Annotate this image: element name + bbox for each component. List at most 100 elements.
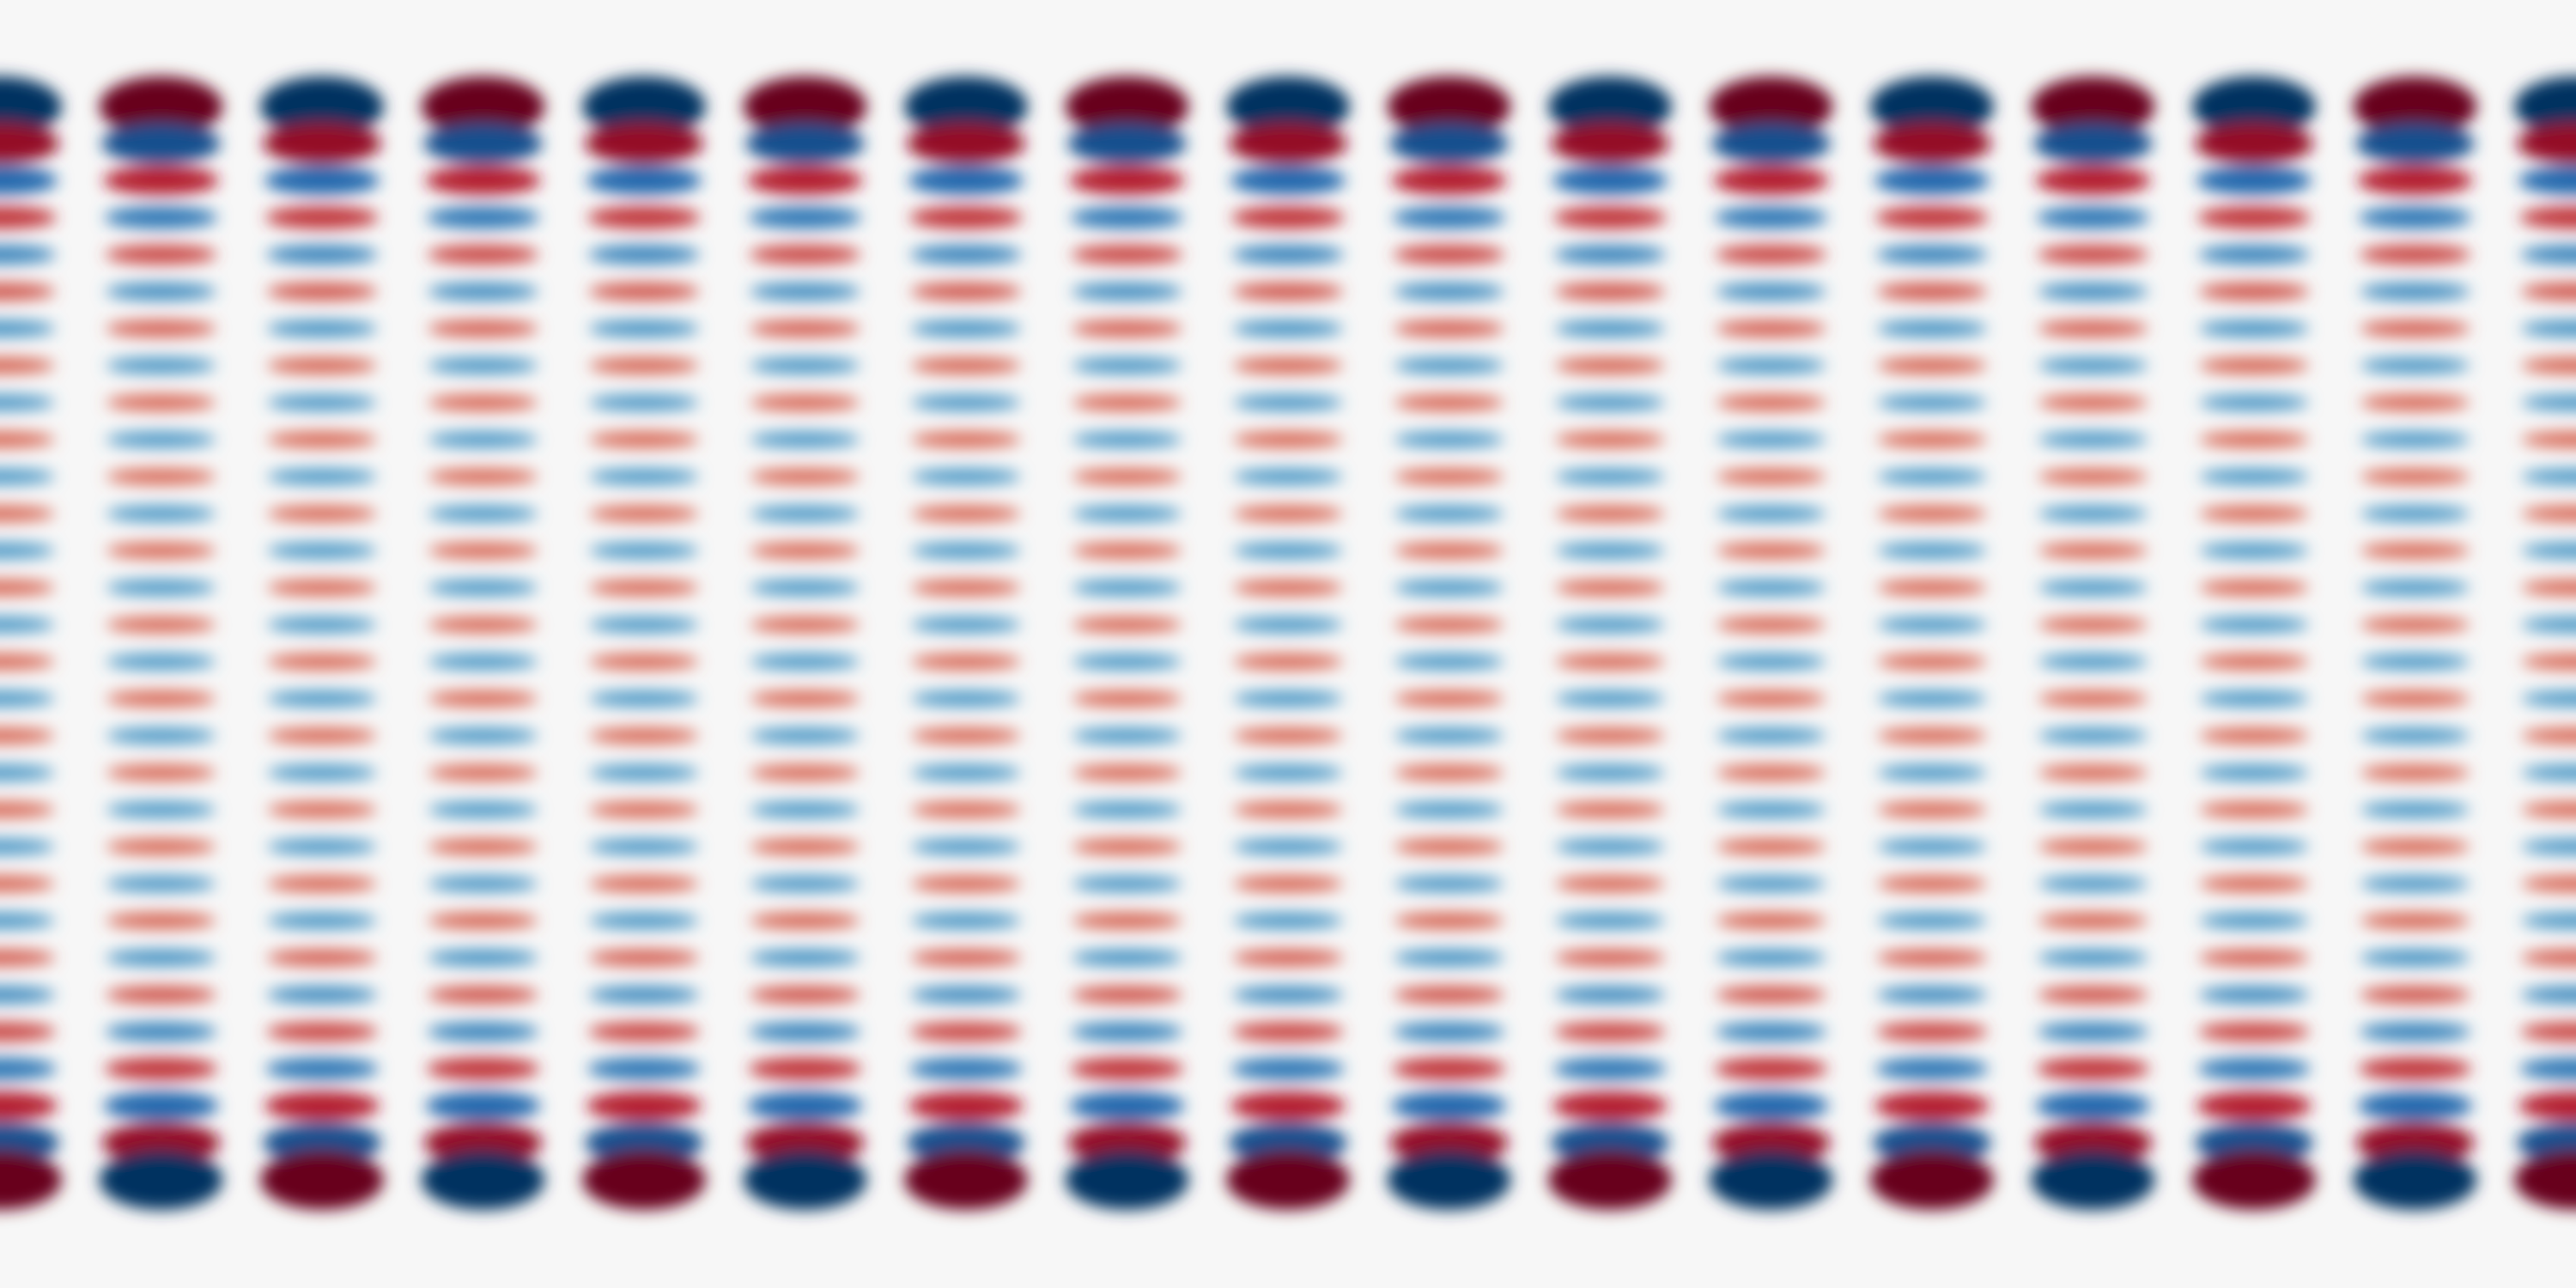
blob xyxy=(1394,876,1504,892)
blob xyxy=(2360,913,2470,929)
blob xyxy=(2199,617,2309,633)
blob xyxy=(2358,206,2472,229)
blob xyxy=(106,320,216,337)
blob xyxy=(2519,206,2576,229)
blob xyxy=(1070,1057,1184,1080)
blob xyxy=(1394,580,1504,596)
blob xyxy=(106,394,216,410)
blob xyxy=(0,123,60,164)
blob xyxy=(1716,357,1826,374)
blob xyxy=(421,1150,545,1210)
blob xyxy=(106,617,216,633)
blob xyxy=(428,617,538,633)
blob xyxy=(909,1022,1023,1042)
blob xyxy=(1394,357,1504,374)
blob xyxy=(2520,950,2576,966)
blob xyxy=(587,1057,701,1080)
blob xyxy=(1713,166,1829,196)
blob xyxy=(2359,245,2471,264)
blob xyxy=(2199,690,2309,707)
blob xyxy=(2360,357,2470,374)
blob xyxy=(267,580,377,596)
blob xyxy=(2036,1057,2150,1080)
blob xyxy=(1555,690,1665,707)
blob xyxy=(1716,913,1826,929)
blob xyxy=(2360,543,2470,559)
blob xyxy=(750,506,860,522)
blob xyxy=(1232,913,1344,929)
blob xyxy=(2357,1091,2473,1121)
blob xyxy=(1876,431,1988,447)
blob xyxy=(1715,986,1827,1004)
blob xyxy=(588,727,700,744)
blob xyxy=(0,1091,58,1121)
blob xyxy=(909,245,1023,264)
blob xyxy=(1716,690,1826,707)
blob xyxy=(266,801,378,817)
blob xyxy=(1065,76,1189,137)
blob xyxy=(0,1057,57,1080)
blob xyxy=(1394,431,1504,447)
blob xyxy=(1071,245,1183,264)
blob xyxy=(1072,543,1182,559)
blob xyxy=(427,1022,539,1042)
blob xyxy=(1233,690,1343,707)
blob xyxy=(425,1091,541,1121)
blob xyxy=(1072,690,1182,707)
blob xyxy=(266,986,378,1004)
blob xyxy=(0,653,55,670)
blob xyxy=(0,283,56,301)
blob xyxy=(2199,580,2309,596)
blob xyxy=(2360,506,2470,522)
blob xyxy=(750,357,860,374)
blob xyxy=(1874,166,1990,196)
blob xyxy=(2037,245,2149,264)
blob xyxy=(1550,1122,1670,1163)
blob xyxy=(1715,283,1827,301)
blob xyxy=(589,690,699,707)
blob xyxy=(2520,283,2576,301)
blob xyxy=(588,506,700,522)
blob xyxy=(1065,1150,1189,1210)
blob xyxy=(106,506,216,522)
blob xyxy=(0,76,62,137)
blob xyxy=(749,283,861,301)
blob xyxy=(265,245,379,264)
blob xyxy=(584,123,704,164)
blob xyxy=(2038,617,2148,633)
blob xyxy=(2359,283,2471,301)
blob xyxy=(748,206,862,229)
blob xyxy=(0,469,55,485)
blob xyxy=(2194,1122,2314,1163)
blob xyxy=(582,1150,706,1210)
blob xyxy=(1709,1150,1833,1210)
blob xyxy=(750,839,860,855)
blob xyxy=(1232,876,1344,892)
blob xyxy=(106,653,216,670)
blob xyxy=(0,801,55,817)
blob xyxy=(1072,469,1182,485)
blob xyxy=(428,469,538,485)
blob xyxy=(909,206,1023,229)
blob xyxy=(1232,950,1344,966)
blob xyxy=(749,245,861,264)
blob xyxy=(2518,166,2576,196)
blob xyxy=(428,580,538,596)
blob xyxy=(749,986,861,1004)
blob xyxy=(106,431,216,447)
blob xyxy=(748,1057,862,1080)
blob xyxy=(1716,653,1826,670)
blob xyxy=(105,245,217,264)
blob xyxy=(2038,727,2148,744)
blob xyxy=(2521,506,2576,522)
blob xyxy=(105,986,217,1004)
blob xyxy=(904,1150,1028,1210)
blob xyxy=(749,1022,861,1042)
blob xyxy=(1877,653,1987,670)
blob xyxy=(750,394,860,410)
blob xyxy=(1713,1091,1829,1121)
blob xyxy=(1554,876,1666,892)
blob xyxy=(266,469,378,485)
blob xyxy=(1392,206,1506,229)
blob xyxy=(1069,166,1185,196)
